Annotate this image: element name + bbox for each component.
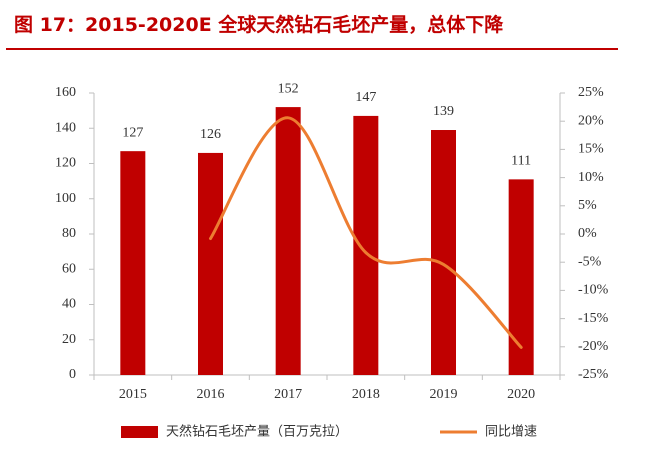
- right-tick-label: 20%: [578, 113, 604, 128]
- bar-data-label: 127: [122, 125, 143, 140]
- x-tick-label: 2019: [430, 387, 458, 402]
- left-tick-label: 60: [62, 261, 76, 276]
- bar: [431, 130, 456, 375]
- left-tick-label: 20: [62, 332, 76, 347]
- legend-line-label: 同比增速: [485, 425, 537, 440]
- right-tick-label: -20%: [578, 339, 609, 354]
- x-tick-label: 2016: [197, 387, 225, 402]
- left-tick-label: 160: [55, 85, 76, 100]
- x-tick-label: 2015: [119, 387, 147, 402]
- x-tick-label: 2020: [507, 387, 535, 402]
- bar-data-label: 139: [433, 104, 454, 119]
- left-tick-label: 120: [55, 156, 76, 171]
- left-tick-label: 80: [62, 226, 76, 241]
- bar-data-label: 126: [200, 127, 221, 142]
- bar: [508, 179, 534, 375]
- bar-data-label: 147: [355, 90, 376, 105]
- chart-title: 图 17：2015-2020E 全球天然钻石毛坯产量，总体下降: [14, 14, 504, 36]
- right-tick-label: 10%: [578, 170, 604, 185]
- bar-data-label: 152: [278, 81, 299, 96]
- right-tick-label: -5%: [578, 254, 602, 269]
- growth-rate-line: [209, 116, 523, 349]
- bar-data-label: 111: [511, 154, 531, 169]
- bar: [275, 107, 301, 375]
- x-tick-label: 2017: [274, 387, 302, 402]
- right-tick-label: 0%: [578, 226, 597, 241]
- left-tick-label: 100: [55, 191, 76, 206]
- right-tick-label: 25%: [578, 85, 604, 100]
- left-tick-label: 140: [55, 120, 76, 135]
- bar: [353, 115, 379, 375]
- right-tick-label: 15%: [578, 142, 604, 157]
- bar: [120, 151, 146, 375]
- x-tick-label: 2018: [352, 387, 380, 402]
- left-tick-label: 0: [69, 367, 76, 382]
- right-tick-label: -10%: [578, 283, 609, 298]
- right-tick-label: 5%: [578, 198, 597, 213]
- legend-bar-swatch: [121, 426, 158, 438]
- legend-bar-label: 天然钻石毛坯产量（百万克拉）: [166, 424, 348, 440]
- left-tick-label: 40: [62, 297, 76, 312]
- title-underline: [6, 48, 618, 50]
- right-tick-label: -25%: [578, 367, 609, 382]
- right-tick-label: -15%: [578, 311, 609, 326]
- bar: [198, 152, 223, 375]
